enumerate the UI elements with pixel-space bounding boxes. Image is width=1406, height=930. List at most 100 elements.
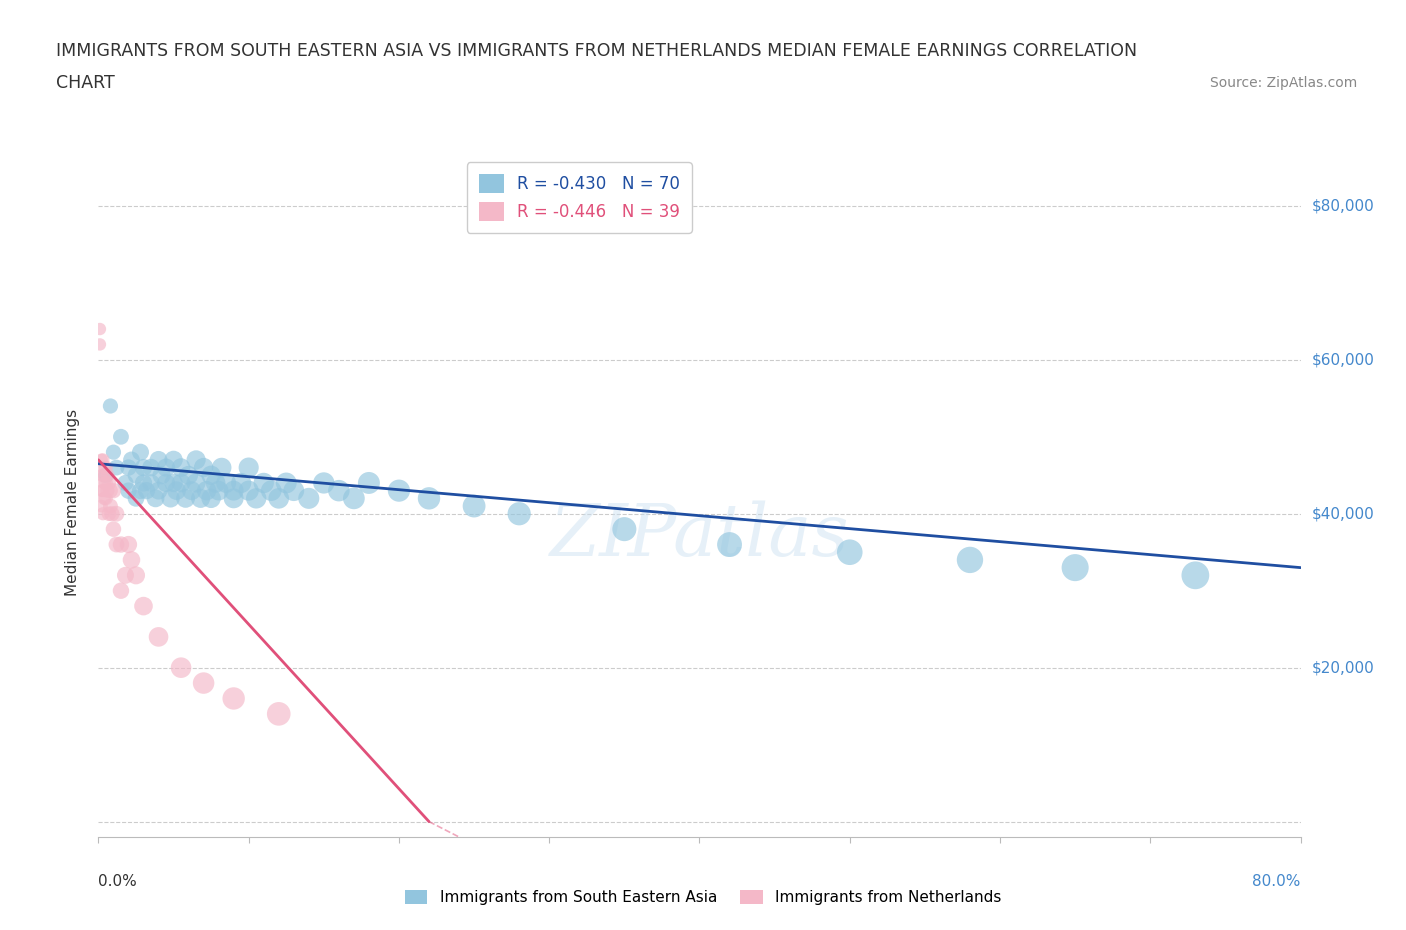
Text: $40,000: $40,000 [1312,506,1375,521]
Point [613,522,636,537]
Point [190,491,212,506]
Point [105,460,128,475]
Text: IMMIGRANTS FROM SOUTH EASTERN ASIA VS IMMIGRANTS FROM NETHERLANDS MEDIAN FEMALE : IMMIGRANTS FROM SOUTH EASTERN ASIA VS IM… [56,42,1137,60]
Point [105,538,128,552]
Point [110,430,132,445]
Point [117,538,139,552]
Point [718,538,741,552]
Point [184,452,207,467]
Text: 0.0%: 0.0% [98,874,138,889]
Point [132,460,155,475]
Point [110,583,132,598]
Point [222,484,245,498]
Point [1184,568,1206,583]
Point [129,445,152,459]
Point [211,460,233,475]
Point [89,322,111,337]
Point [125,468,148,483]
Point [89,337,111,352]
Point [267,491,290,506]
Point [159,491,181,506]
Point [238,484,260,498]
Point [204,475,226,490]
Point [94,491,117,506]
Point [94,460,117,475]
Point [97,506,120,521]
Point [357,475,380,490]
Point [101,506,124,521]
Point [139,475,162,490]
Point [1064,560,1087,575]
Point [91,452,114,467]
Point [959,552,981,567]
Point [105,506,128,521]
Text: Source: ZipAtlas.com: Source: ZipAtlas.com [1209,76,1357,90]
Point [91,468,114,483]
Point [121,452,143,467]
Point [100,399,122,414]
Point [100,484,122,498]
Point [180,484,202,498]
Point [298,491,321,506]
Point [267,707,290,722]
Point [148,452,170,467]
Point [170,660,193,675]
Point [312,475,335,490]
Point [508,506,530,521]
Point [388,484,411,498]
Point [231,475,253,490]
Point [174,491,197,506]
Text: $60,000: $60,000 [1312,352,1375,367]
Point [238,460,260,475]
Point [114,475,136,490]
Point [90,498,112,513]
Point [222,691,245,706]
Point [94,475,117,490]
Point [117,460,139,475]
Point [253,475,276,490]
Point [121,552,143,567]
Point [97,475,120,490]
Point [170,460,193,475]
Point [193,675,215,690]
Point [200,491,222,506]
Point [132,599,155,614]
Point [103,484,125,498]
Point [838,545,860,560]
Point [135,484,157,498]
Text: $20,000: $20,000 [1312,660,1375,675]
Point [90,468,112,483]
Point [150,468,173,483]
Point [418,491,440,506]
Legend: R = -0.430   N = 70, R = -0.446   N = 39: R = -0.430 N = 70, R = -0.446 N = 39 [467,163,692,232]
Y-axis label: Median Female Earnings: Median Female Earnings [65,408,80,596]
Point [155,460,177,475]
Point [93,491,115,506]
Point [328,484,350,498]
Point [90,452,112,467]
Text: 80.0%: 80.0% [1253,874,1301,889]
Point [245,491,267,506]
Point [162,452,184,467]
Point [200,468,222,483]
Point [114,568,136,583]
Point [222,491,245,506]
Point [148,630,170,644]
Point [208,484,231,498]
Point [463,498,485,513]
Point [91,506,114,521]
Point [125,491,148,506]
Point [100,498,122,513]
Point [139,460,162,475]
Text: $80,000: $80,000 [1312,198,1375,213]
Point [215,475,238,490]
Point [103,522,125,537]
Point [91,484,114,498]
Point [125,568,148,583]
Point [148,484,170,498]
Point [195,484,218,498]
Point [184,475,207,490]
Point [276,475,298,490]
Point [260,484,283,498]
Point [193,460,215,475]
